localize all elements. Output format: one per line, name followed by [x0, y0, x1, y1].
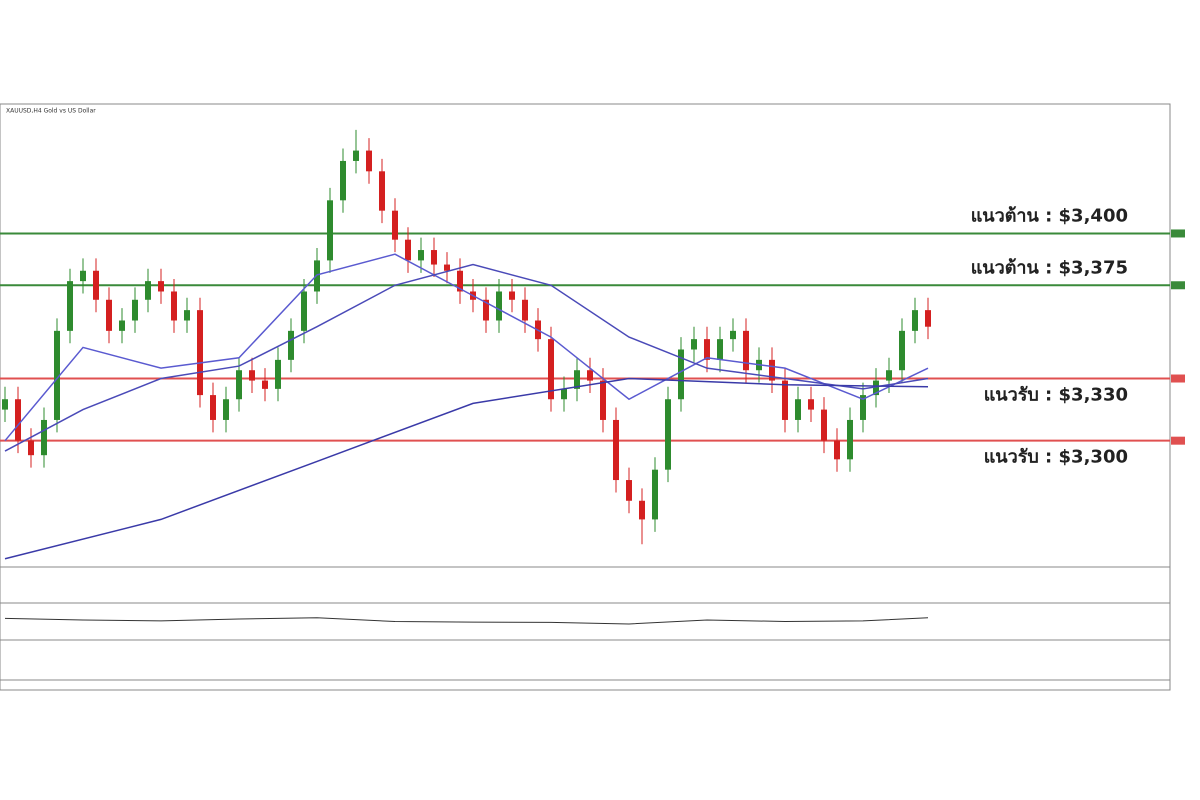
candle-body — [41, 419, 47, 456]
candle-body — [145, 281, 151, 300]
candle-body — [275, 359, 281, 389]
chart-title: XAUUSD,H4 Gold vs US Dollar — [6, 108, 96, 115]
candle-body — [730, 330, 736, 340]
candle-body — [223, 399, 229, 420]
candle-body — [821, 409, 827, 441]
candle-body — [808, 399, 814, 410]
candle-body — [444, 264, 450, 271]
candle-body — [67, 281, 73, 331]
candle-body — [132, 299, 138, 321]
candle-body — [158, 281, 164, 292]
candle-body — [873, 380, 879, 396]
candle-body — [119, 320, 125, 331]
candle-body — [847, 419, 853, 460]
candle-body — [2, 399, 8, 410]
candle-body — [912, 310, 918, 331]
candle-body — [54, 330, 60, 420]
level-price-tag — [1171, 229, 1185, 238]
candle-body — [483, 299, 489, 321]
candle-body — [678, 349, 684, 400]
candle-body — [496, 291, 502, 321]
candle-body — [691, 339, 697, 350]
candle-body — [353, 150, 359, 161]
moving-average — [4, 263, 929, 452]
candle-body — [860, 395, 866, 420]
candle-body — [613, 419, 619, 481]
level-label: แนวรับ : $3,330 — [984, 385, 1128, 406]
candle-body — [392, 210, 398, 240]
candle-body — [665, 399, 671, 470]
chart-frame — [0, 103, 1171, 691]
level-label: แนวต้าน : $3,375 — [971, 257, 1128, 278]
candle-body — [899, 330, 905, 371]
candle-body — [288, 330, 294, 360]
level-price-tag — [1171, 281, 1185, 290]
candle-body — [509, 291, 515, 300]
candle-body — [795, 399, 801, 420]
candle-body — [782, 380, 788, 420]
moving-average — [4, 377, 929, 560]
candle-body — [431, 250, 437, 265]
candle-body — [171, 291, 177, 321]
candle-body — [717, 339, 723, 360]
candle-body — [886, 370, 892, 381]
candle-body — [106, 299, 112, 331]
candle-body — [587, 370, 593, 381]
candle-body — [457, 270, 463, 292]
candle-body — [769, 359, 775, 381]
candle-body — [262, 380, 268, 389]
candle-body — [574, 370, 580, 389]
candle-body — [925, 310, 931, 327]
candle-body — [418, 250, 424, 261]
candle-body — [80, 270, 86, 282]
candle-body — [704, 339, 710, 360]
candle-body — [15, 399, 21, 441]
candle-body — [93, 270, 99, 300]
candle-body — [522, 299, 528, 321]
moving-average — [4, 253, 929, 442]
candle-body — [561, 388, 567, 400]
candle-body — [626, 480, 632, 501]
candle-body — [184, 310, 190, 321]
oscillator-line — [4, 617, 929, 625]
level-label: แนวต้าน : $3,400 — [971, 205, 1128, 226]
candle-body — [28, 440, 34, 456]
candle-body — [639, 500, 645, 520]
level-price-tag — [1171, 374, 1185, 383]
candle-body — [600, 380, 606, 420]
candle-body — [834, 440, 840, 460]
candle-body — [210, 395, 216, 420]
level-label: แนวรับ : $3,300 — [984, 447, 1128, 468]
candle-body — [327, 200, 333, 261]
candle-body — [379, 171, 385, 211]
candle-body — [743, 330, 749, 371]
candle-body — [366, 150, 372, 172]
candle-body — [340, 160, 346, 201]
level-price-tag — [1171, 436, 1185, 445]
candle-body — [249, 370, 255, 381]
candle-body — [301, 291, 307, 331]
candle-body — [197, 310, 203, 396]
candle-body — [652, 469, 658, 520]
candle-body — [236, 370, 242, 400]
candle-body — [405, 239, 411, 261]
candle-body — [548, 339, 554, 400]
